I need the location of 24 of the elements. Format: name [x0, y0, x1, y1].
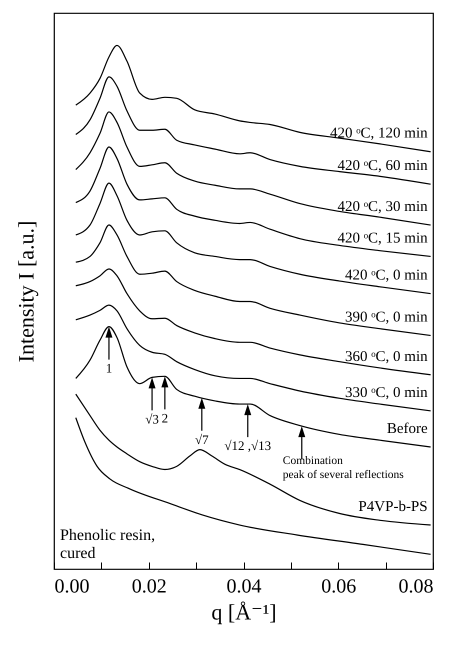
annotation: √12 ,√13	[224, 438, 272, 454]
series-label: 420 ᵒC, 120 min	[330, 126, 428, 142]
x-axis-title: q [Å⁻¹]	[211, 600, 277, 624]
x-tick-label: 0.08	[398, 576, 434, 598]
series-label: 420 ᵒC, 30 min	[337, 199, 428, 216]
series-label: 420 ᵒC, 15 min	[337, 230, 428, 246]
annotation: 1	[106, 360, 112, 376]
x-tick-label: 0.04	[226, 576, 262, 598]
series-label: 420 ᵒC, 0 min	[344, 268, 428, 284]
y-axis-title: Intensity I [a.u.]	[14, 220, 38, 362]
annotation: 2	[162, 410, 168, 426]
annotation: Combination peak of several reflections	[282, 455, 404, 482]
x-tick-label: 0.06	[321, 576, 356, 598]
series-label: 390 ᵒC, 0 min	[344, 310, 428, 326]
x-tick-label: 0.02	[132, 576, 167, 598]
series-label: 330 ᵒC, 0 min	[344, 384, 428, 401]
annotation: √7	[194, 432, 210, 447]
annotation: √3	[145, 411, 159, 426]
series-label: Before	[386, 421, 428, 438]
series-label: P4VP-b-PS	[358, 499, 428, 516]
series-label: 360 ᵒC, 0 min	[344, 348, 428, 365]
series-label: 420 ᵒC, 60 min	[337, 158, 428, 174]
series-label: Phenolic resin, cured	[60, 527, 156, 562]
x-tick-label: 0.00	[54, 576, 90, 598]
